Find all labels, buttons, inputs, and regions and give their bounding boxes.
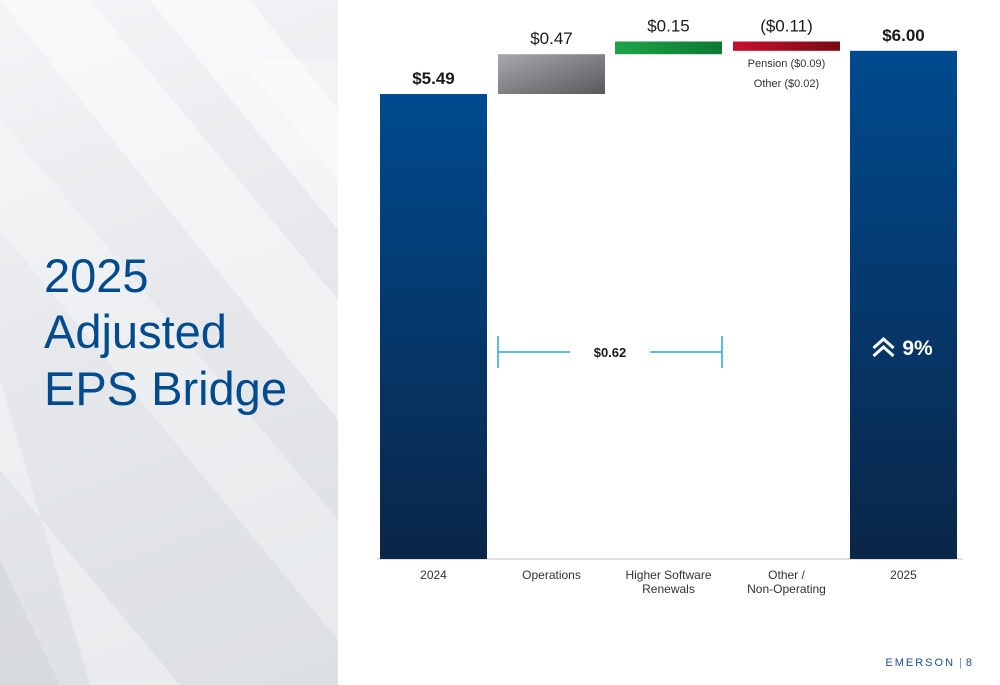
- growth-badge: 9%: [872, 336, 933, 360]
- category-label: 2025: [890, 568, 917, 582]
- category-label: Higher Software: [625, 568, 711, 582]
- value-label: $0.47: [530, 29, 573, 48]
- slide-title: 2025 Adjusted EPS Bridge: [44, 248, 287, 417]
- double-chevron-up-icon: [872, 336, 895, 358]
- brand-name: EMERSON: [885, 657, 956, 669]
- value-label: $5.49: [412, 69, 455, 88]
- value-label: $0.15: [647, 17, 690, 36]
- bar-1: [380, 94, 487, 559]
- category-label: 2024: [420, 568, 447, 582]
- note-label: Pension ($0.09): [748, 58, 826, 70]
- title-line: Adjusted: [44, 305, 227, 359]
- eps-bridge-chart: $5.49 2024 $0.47 Operations $0.15 Higher Soft…: [377, 17, 963, 596]
- bar-5: [850, 50, 957, 560]
- growth-percent: 9%: [902, 337, 933, 360]
- category-label: Non-Operating: [747, 582, 826, 596]
- title-line: EPS Bridge: [44, 361, 287, 415]
- category-label: Operations: [522, 568, 581, 582]
- value-label: ($0.11): [760, 17, 813, 36]
- bar-3: [615, 41, 722, 55]
- note-label: Other ($0.02): [754, 78, 819, 90]
- bracket-label: $0.62: [594, 345, 627, 360]
- page-number: 8: [965, 657, 974, 669]
- bar-2: [498, 54, 605, 95]
- title-panel: 2025 Adjusted EPS Bridge: [0, 0, 338, 685]
- decorative-diagonal-pattern: [0, 0, 338, 685]
- bar-4: [733, 41, 840, 51]
- value-label: $6.00: [882, 26, 925, 45]
- title-line: 2025: [44, 249, 149, 302]
- footer: EMERSON | 8: [885, 657, 974, 669]
- category-label: Renewals: [642, 582, 695, 596]
- category-label: Other /: [768, 568, 805, 582]
